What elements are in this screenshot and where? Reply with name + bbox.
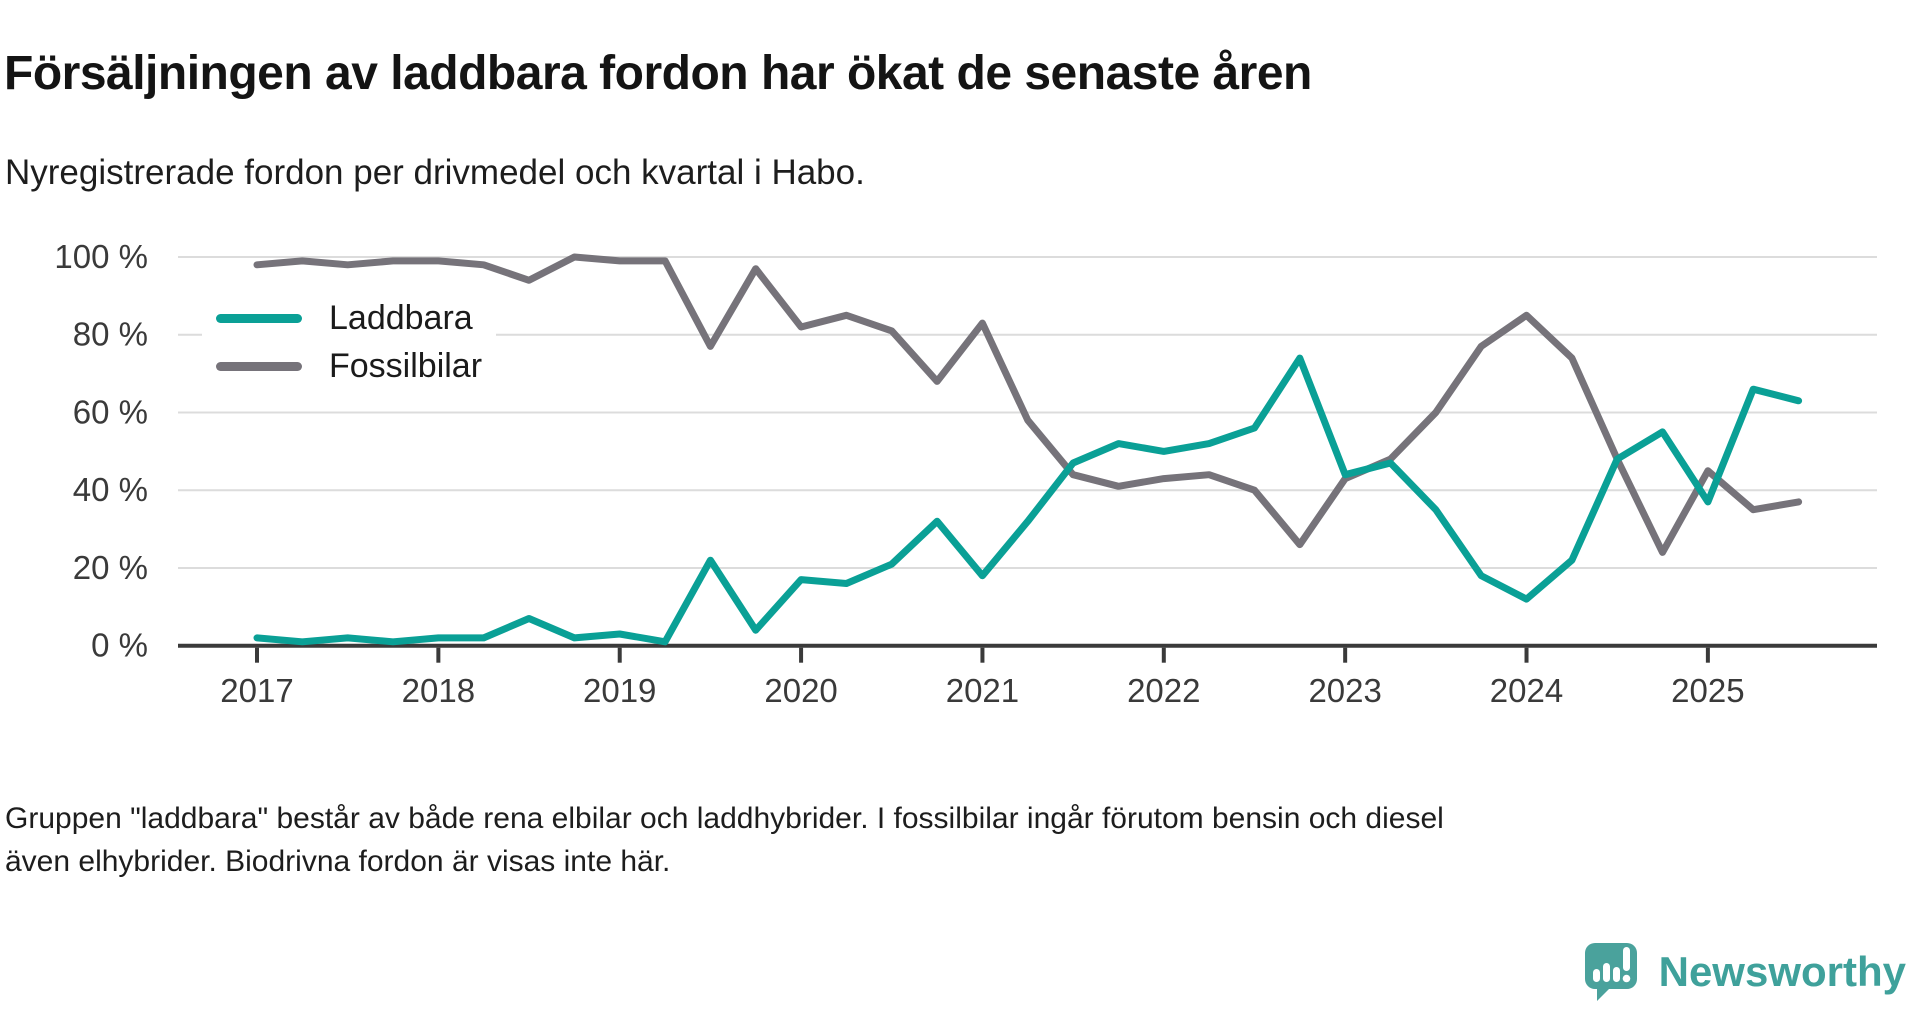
x-tick-label: 2017 <box>220 672 293 709</box>
chart-subtitle: Nyregistrerade fordon per drivmedel och … <box>5 153 865 192</box>
fossilbilar-line <box>253 253 1803 556</box>
x-tick-label: 2018 <box>402 672 475 709</box>
newsworthy-logo: Newsworthy <box>1583 941 1906 1003</box>
x-tick-label: 2023 <box>1308 672 1381 709</box>
x-tick-label: 2021 <box>946 672 1019 709</box>
newsworthy-speech-bubble-icon <box>1584 943 1637 1001</box>
y-tick-label: 20 % <box>73 549 148 586</box>
legend-item-laddbara: Laddbara <box>216 294 482 342</box>
y-tick-label: 80 % <box>73 316 148 353</box>
chart-legend: Laddbara Fossilbilar <box>202 290 497 398</box>
x-tick-label: 2020 <box>764 672 837 709</box>
legend-label-fossilbilar: Fossilbilar <box>329 346 483 385</box>
fossilbilar-color-swatch <box>216 361 302 371</box>
chart-footnote: Gruppen "laddbara" består av både rena e… <box>5 802 1444 878</box>
page-title: Försäljningen av laddbara fordon har öka… <box>4 47 1312 101</box>
newsworthy-wordmark: Newsworthy <box>1658 948 1906 995</box>
legend-item-fossilbilar: Fossilbilar <box>216 342 482 390</box>
y-tick-label: 100 % <box>54 238 148 275</box>
x-tick-label: 2022 <box>1127 672 1200 709</box>
laddbara-line <box>253 354 1803 646</box>
laddbara-color-swatch <box>216 313 302 323</box>
y-tick-label: 0 % <box>91 627 148 664</box>
y-tick-label: 60 % <box>73 393 148 430</box>
x-tick-label: 2024 <box>1490 672 1563 709</box>
x-tick-label: 2025 <box>1671 672 1744 709</box>
legend-label-laddbara: Laddbara <box>329 298 473 337</box>
x-tick-label: 2019 <box>583 672 656 709</box>
y-tick-label: 40 % <box>73 471 148 508</box>
